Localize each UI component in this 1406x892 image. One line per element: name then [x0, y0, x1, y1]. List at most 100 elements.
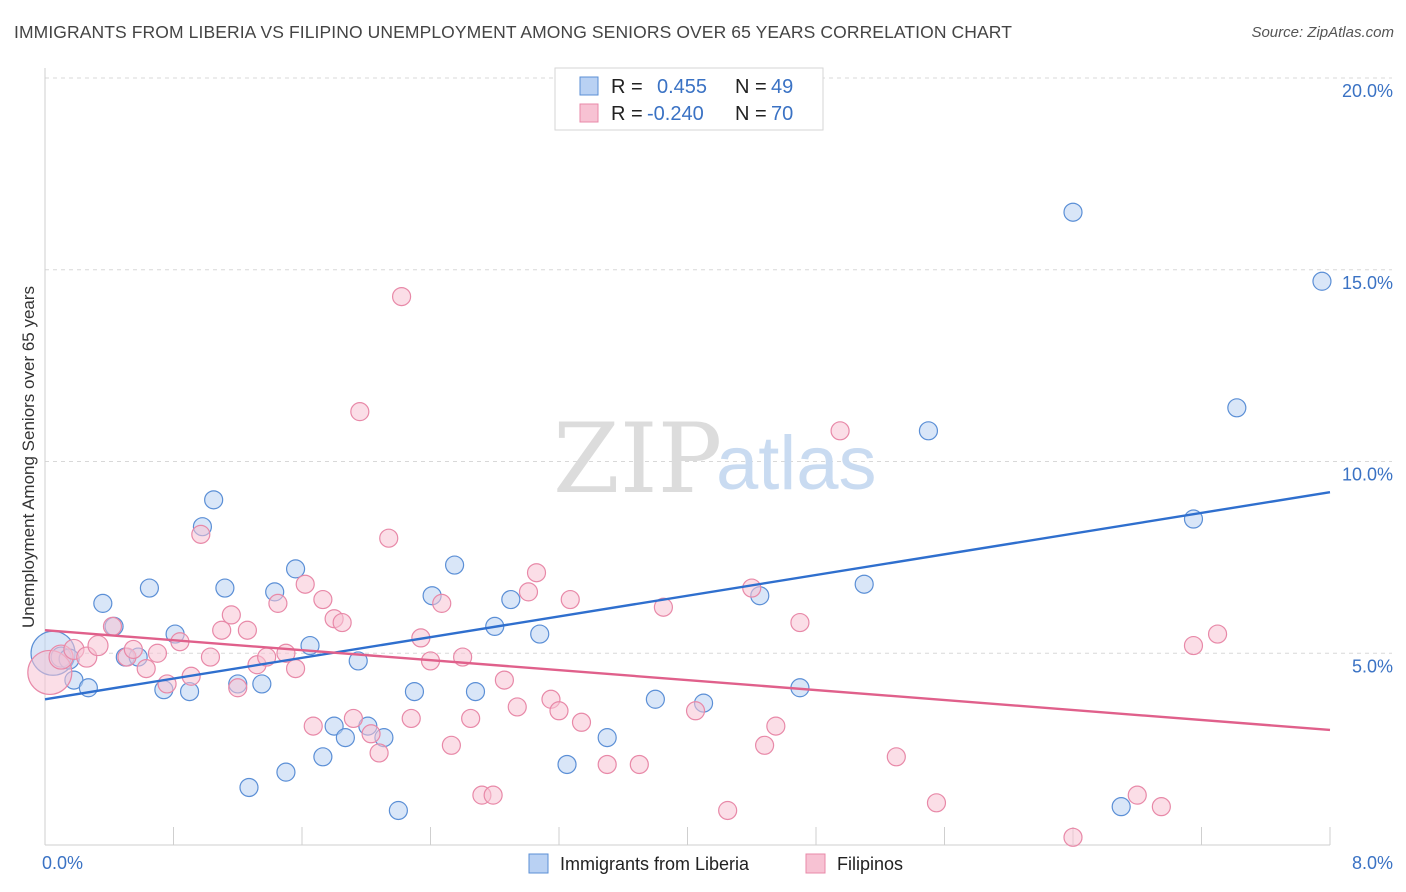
filipinos-point: [886, 747, 906, 767]
filipinos-point: [526, 563, 547, 583]
series-legend-label-liberia: Immigrants from Liberia: [560, 854, 750, 874]
liberia-point: [501, 589, 521, 610]
stats-legend-r-label-blue: R =: [611, 76, 643, 98]
stats-legend-r-label-pink: R =: [611, 103, 643, 125]
filipinos-point: [136, 658, 156, 679]
filipinos-point: [268, 593, 288, 613]
y-tick-label-10: 10.0%: [1342, 465, 1393, 485]
liberia-point: [252, 674, 272, 694]
stats-legend-n-value-blue: 49: [771, 76, 793, 98]
y-tick-label-20: 20.0%: [1342, 81, 1393, 101]
chart-source: Source: ZipAtlas.com: [1251, 24, 1394, 41]
liberia-point: [215, 578, 235, 598]
liberia-point: [239, 777, 259, 798]
liberia-point: [276, 762, 296, 782]
liberia-point: [854, 574, 874, 594]
filipinos-point: [483, 785, 503, 805]
stats-legend-r-value-blue: 0.455: [657, 76, 707, 98]
liberia-point: [1227, 398, 1247, 418]
filipinos-point: [1207, 624, 1228, 644]
filipinos-point: [1063, 827, 1083, 847]
filipinos-point: [237, 620, 257, 640]
liberia-point: [404, 681, 425, 702]
filipinos-point: [87, 634, 109, 657]
y-tick-label-15: 15.0%: [1342, 273, 1393, 293]
axes: [44, 68, 1331, 846]
filipinos-point: [754, 735, 775, 755]
series-legend-swatch-liberia: [528, 853, 549, 874]
filipinos-point: [718, 800, 738, 821]
trend-lines: [44, 490, 1331, 732]
liberia-point: [1063, 202, 1083, 222]
y-axis-label: Unemployment Among Seniors over 65 years: [19, 286, 38, 628]
liberia-point: [918, 421, 939, 441]
liberia-point: [530, 624, 550, 644]
filipinos-point: [766, 716, 786, 736]
filipinos-point: [597, 754, 617, 775]
x-tick-label-min: 0.0%: [42, 853, 83, 873]
filipinos-point: [790, 612, 810, 633]
filipinos-point: [285, 658, 306, 679]
trend-line-liberia: [44, 490, 1331, 701]
liberia-point: [335, 728, 355, 748]
liberia-point: [348, 651, 368, 671]
watermark-atlas: atlas: [716, 421, 877, 506]
stats-legend-n-label-blue: N =: [735, 76, 767, 98]
filipinos-point: [571, 712, 592, 732]
liberia-point: [597, 728, 617, 748]
liberia-point: [285, 559, 306, 579]
liberia-point: [465, 681, 486, 702]
filipinos-point: [102, 616, 123, 637]
filipinos-point: [191, 524, 211, 544]
filipinos-point: [343, 708, 363, 729]
stats-legend-n-label-pink: N =: [735, 103, 767, 125]
filipinos-point: [350, 402, 370, 422]
filipinos-point: [221, 605, 241, 625]
stats-legend-n-value-pink: 70: [771, 103, 793, 125]
filipinos-point: [361, 724, 381, 744]
watermark-zip: ZIP: [553, 403, 722, 515]
filipinos-point: [200, 647, 221, 667]
liberia-point: [1312, 271, 1332, 291]
filipinos-point: [494, 670, 514, 690]
stats-legend-r-value-pink: -0.240: [647, 103, 704, 125]
filipinos-point: [1127, 785, 1147, 805]
stats-legend: R = 0.455 N = 49 R = -0.240 N = 70: [554, 67, 824, 131]
filipinos-point: [1151, 797, 1171, 817]
liberia-point: [139, 578, 160, 598]
series-legend: Immigrants from Liberia Filipinos: [528, 853, 903, 874]
y-tick-labels: 5.0% 10.0% 15.0% 20.0%: [1342, 81, 1393, 676]
series-legend-swatch-filipinos: [805, 853, 826, 874]
stats-legend-swatch-blue: [579, 76, 599, 96]
liberia-point: [324, 716, 344, 736]
liberia-point: [93, 593, 113, 613]
liberia-point: [557, 754, 577, 775]
filipinos-point: [461, 708, 481, 729]
filipinos-point: [830, 421, 850, 441]
liberia-point: [313, 747, 333, 767]
chart-title: IMMIGRANTS FROM LIBERIA VS FILIPINO UNEM…: [14, 22, 1013, 42]
watermark: ZIP atlas: [553, 403, 877, 515]
filipinos-point: [303, 716, 323, 736]
filipinos-point: [332, 612, 352, 633]
filipinos-point: [441, 735, 461, 755]
filipinos-point: [379, 528, 399, 548]
filipinos-point: [432, 593, 452, 613]
filipinos-point: [926, 793, 947, 813]
filipinos-point: [295, 574, 315, 594]
stats-legend-swatch-pink: [579, 103, 599, 123]
grid-lines: [45, 77, 1392, 654]
filipinos-point: [742, 578, 762, 598]
liberia-point: [1111, 797, 1131, 817]
filipinos-point: [228, 678, 248, 698]
filipinos-point: [369, 743, 389, 763]
stats-legend-box: [554, 67, 824, 131]
series-legend-label-filipinos: Filipinos: [837, 854, 903, 874]
filipinos-point: [560, 589, 580, 610]
filipinos-point: [653, 597, 674, 617]
filipinos-point: [123, 639, 143, 660]
liberia-point: [388, 800, 408, 821]
filipinos-point: [212, 620, 232, 640]
liberia-point: [444, 555, 465, 575]
